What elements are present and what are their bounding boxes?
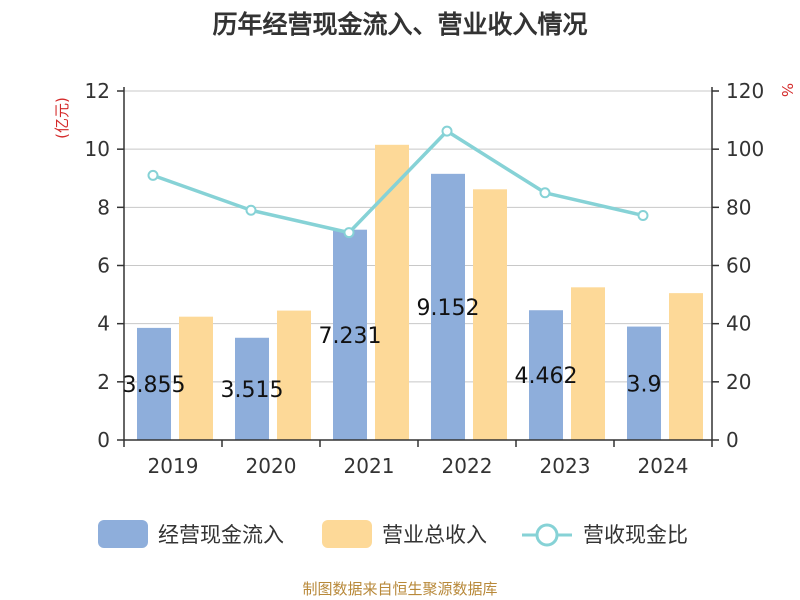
ratio-point — [441, 125, 453, 137]
x-tick-label: 2023 — [540, 454, 591, 478]
left-tick-label: 0 — [97, 428, 110, 452]
right-tick-labels: 0 20 40 60 80 100 120 — [726, 79, 764, 452]
ratio-point — [539, 187, 551, 199]
bar-revenue — [277, 310, 311, 440]
right-tick-label: 40 — [726, 312, 751, 336]
legend-item-cash-inflow[interactable]: 经营现金流入 — [98, 520, 284, 548]
bar-labels-group: 3.855 3.515 7.231 9.152 4.462 3.9 — [123, 296, 662, 403]
bar-value-label: 3.9 — [627, 372, 662, 397]
left-axis-unit: (亿元) — [53, 97, 71, 139]
axes-group — [117, 87, 719, 447]
grid-lines — [124, 90, 712, 441]
x-tick-label: 2020 — [246, 454, 297, 478]
bar-revenue — [669, 293, 703, 440]
bar-cash-inflow — [235, 337, 269, 440]
bar-cash-inflow — [529, 310, 563, 440]
bar-revenue — [179, 316, 213, 440]
bar-revenue — [571, 287, 605, 440]
right-tick-label: 100 — [726, 137, 764, 161]
bar-value-label: 4.462 — [515, 364, 578, 389]
left-tick-label: 6 — [97, 254, 110, 278]
bar-cash-inflow — [137, 327, 171, 440]
bar-cash-inflow — [431, 173, 465, 440]
ratio-line — [152, 129, 644, 235]
bars-group — [137, 144, 703, 440]
ratio-line-group — [147, 125, 649, 239]
right-tick-label: 120 — [726, 79, 764, 103]
right-axis-unit: % — [778, 83, 796, 97]
right-tick-label: 80 — [726, 195, 751, 219]
ratio-point — [637, 209, 649, 221]
legend-item-ratio[interactable]: 营收现金比 — [522, 523, 688, 547]
bar-revenue — [473, 189, 507, 440]
bar-cash-inflow — [627, 326, 661, 440]
bar-value-label: 7.231 — [319, 324, 382, 349]
right-tick-label: 60 — [726, 254, 751, 278]
left-tick-label: 4 — [97, 312, 110, 336]
source-note: 制图数据来自恒生聚源数据库 — [302, 580, 497, 598]
legend-swatch-cash-inflow — [98, 520, 148, 548]
ratio-point — [147, 169, 159, 181]
x-tick-labels: 2019 2020 2021 2022 2023 2024 — [148, 454, 689, 478]
legend-label-revenue: 营业总收入 — [382, 523, 487, 547]
ratio-point — [245, 204, 257, 216]
bar-value-label: 3.855 — [123, 373, 186, 398]
ratio-point — [343, 227, 355, 239]
legend-marker-ratio — [535, 523, 559, 547]
x-tick-label: 2019 — [148, 454, 199, 478]
legend-label-cash-inflow: 经营现金流入 — [158, 523, 284, 547]
legend-label-ratio: 营收现金比 — [583, 523, 688, 547]
bar-value-label: 9.152 — [417, 296, 480, 321]
right-tick-label: 0 — [726, 428, 739, 452]
left-tick-label: 10 — [85, 137, 110, 161]
bar-value-label: 3.515 — [221, 378, 284, 403]
legend-item-revenue[interactable]: 营业总收入 — [322, 520, 487, 548]
bar-cash-inflow — [333, 229, 367, 440]
legend-swatch-revenue — [322, 520, 372, 548]
left-tick-label: 2 — [97, 370, 110, 394]
legend: 经营现金流入 营业总收入 营收现金比 — [98, 520, 688, 548]
x-tick-label: 2021 — [344, 454, 395, 478]
left-tick-label: 8 — [97, 195, 110, 219]
bar-revenue — [375, 144, 409, 440]
right-tick-label: 20 — [726, 370, 751, 394]
chart-title: 历年经营现金流入、营业收入情况 — [212, 10, 587, 39]
x-tick-label: 2024 — [638, 454, 689, 478]
left-tick-label: 12 — [85, 79, 110, 103]
x-tick-label: 2022 — [442, 454, 493, 478]
left-tick-labels: 0 2 4 6 8 10 12 — [85, 79, 110, 452]
